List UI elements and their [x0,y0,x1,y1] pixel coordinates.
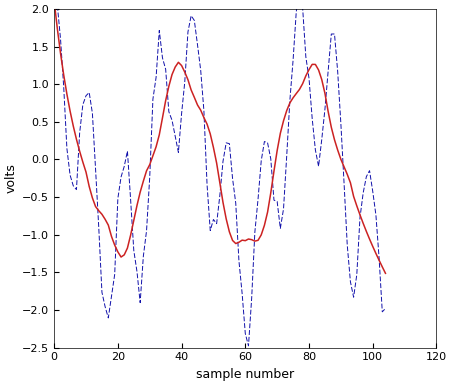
X-axis label: sample number: sample number [196,368,294,381]
Y-axis label: volts: volts [5,163,18,193]
